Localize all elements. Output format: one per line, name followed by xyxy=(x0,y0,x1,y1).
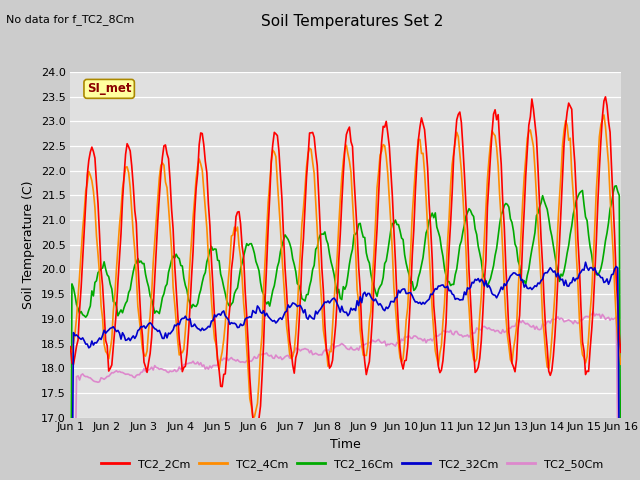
Text: No data for f_TC2_8Cm: No data for f_TC2_8Cm xyxy=(6,14,134,25)
Text: Soil Temperatures Set 2: Soil Temperatures Set 2 xyxy=(261,14,443,29)
Y-axis label: Soil Temperature (C): Soil Temperature (C) xyxy=(22,180,35,309)
Legend: TC2_2Cm, TC2_4Cm, TC2_16Cm, TC2_32Cm, TC2_50Cm: TC2_2Cm, TC2_4Cm, TC2_16Cm, TC2_32Cm, TC… xyxy=(97,455,607,474)
Text: SI_met: SI_met xyxy=(87,83,131,96)
X-axis label: Time: Time xyxy=(330,438,361,451)
